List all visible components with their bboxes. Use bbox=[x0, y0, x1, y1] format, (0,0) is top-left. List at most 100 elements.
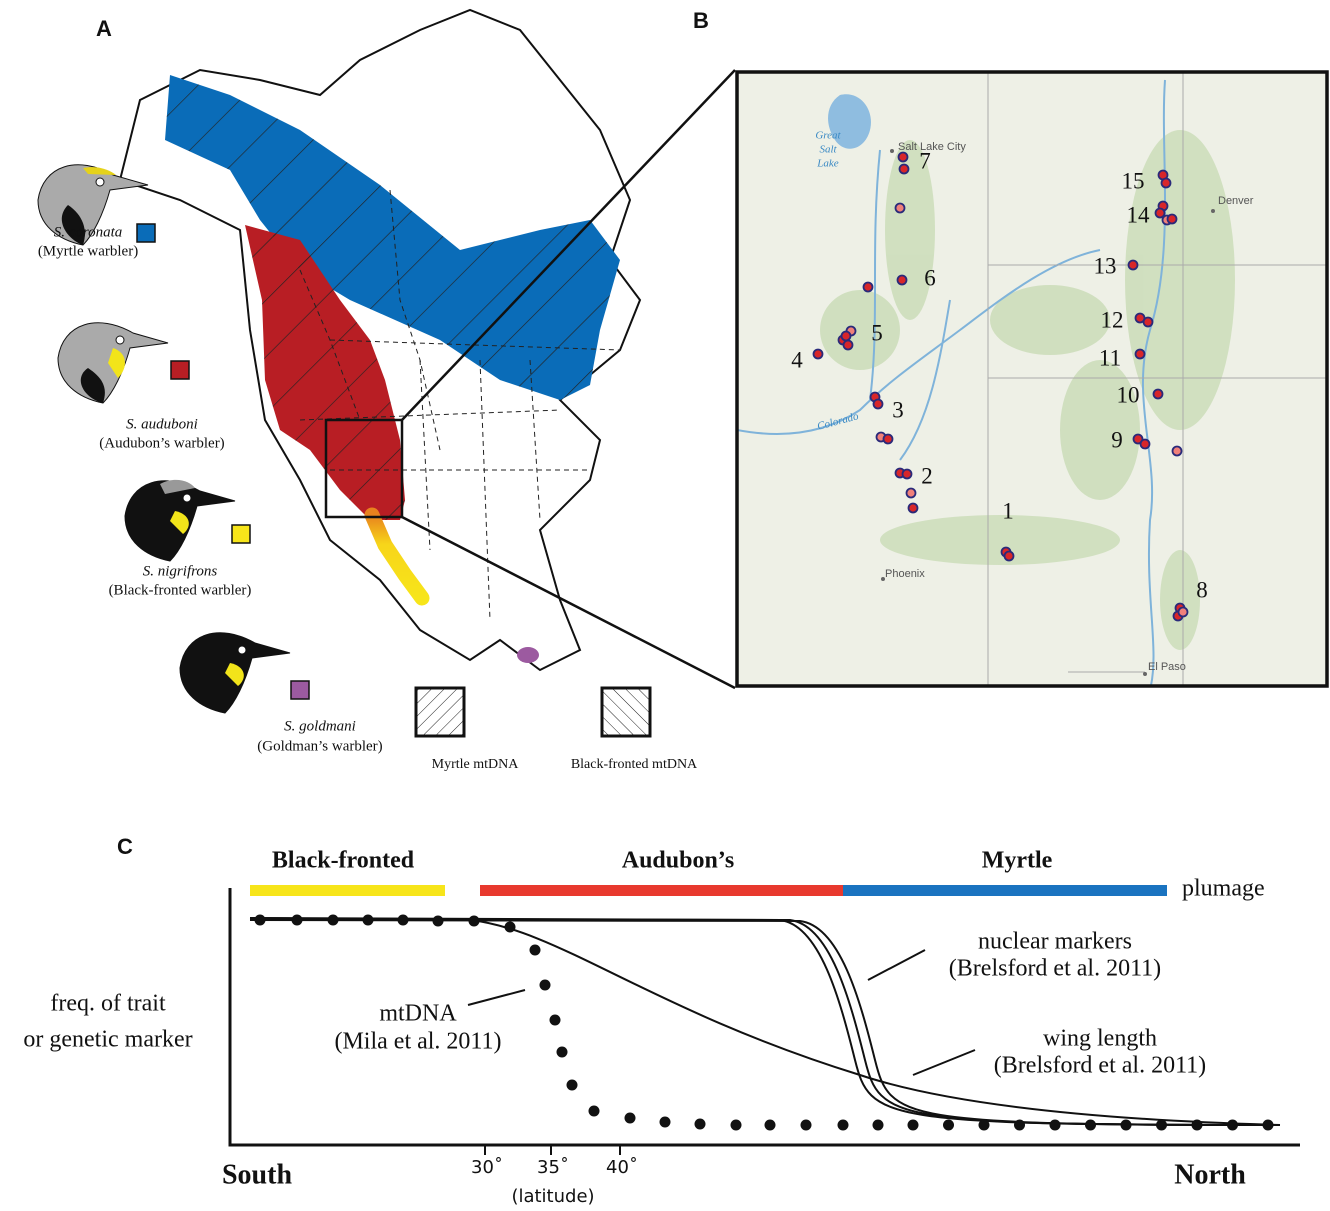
site-point bbox=[1154, 390, 1163, 399]
site-label: 2 bbox=[921, 463, 933, 488]
mtdna-dot bbox=[625, 1113, 636, 1124]
mtdna-dot bbox=[1085, 1120, 1096, 1131]
annotation: wing length bbox=[1043, 1026, 1157, 1052]
mtdna-dot bbox=[550, 1015, 561, 1026]
annotation: (Brelsford et al. 2011) bbox=[994, 1053, 1206, 1079]
lake-label: Lake bbox=[816, 158, 839, 170]
site-point bbox=[1156, 209, 1165, 218]
mtdna-dot bbox=[1050, 1120, 1061, 1131]
mtdna-dot bbox=[1227, 1120, 1238, 1131]
city-label: Denver bbox=[1218, 195, 1254, 207]
mtdna-dot bbox=[731, 1120, 742, 1131]
mtdna-dot bbox=[801, 1120, 812, 1131]
mtdna-dot bbox=[292, 915, 303, 926]
site-label: 7 bbox=[919, 148, 931, 173]
mtdna-dot bbox=[1156, 1120, 1167, 1131]
mtdna-dot bbox=[1192, 1120, 1203, 1131]
latitude-tick: 35˚ bbox=[537, 1157, 569, 1178]
annotation: nuclear markers bbox=[978, 929, 1132, 955]
mtdna-dot bbox=[255, 915, 266, 926]
mtdna-dot bbox=[540, 980, 551, 991]
site-label: 8 bbox=[1196, 577, 1208, 602]
site-point bbox=[1136, 350, 1145, 359]
site-point bbox=[907, 489, 916, 498]
annotation: (Mila et al. 2011) bbox=[334, 1029, 501, 1055]
site-point bbox=[1005, 552, 1014, 561]
site-label: 3 bbox=[892, 397, 904, 422]
annotation: mtDNA bbox=[379, 1001, 457, 1027]
figure: A S. coronata (Myrtle warbler) S. audubo… bbox=[0, 0, 1330, 1211]
species-name: S. goldmani bbox=[284, 718, 356, 734]
site-point bbox=[896, 204, 905, 213]
mtdna-dot bbox=[695, 1119, 706, 1130]
city-label: El Paso bbox=[1148, 661, 1186, 673]
lake-label: Great bbox=[815, 130, 841, 142]
site-point bbox=[909, 504, 918, 513]
mtdna-dot bbox=[1263, 1120, 1274, 1131]
latitude-label: (latitude) bbox=[511, 1186, 594, 1207]
latitude-tick: 30˚ bbox=[471, 1157, 503, 1178]
site-label: 11 bbox=[1099, 345, 1121, 370]
common-name: (Audubon’s warbler) bbox=[99, 435, 224, 451]
x-axis-label: South bbox=[222, 1159, 292, 1190]
mtdna-dot bbox=[1014, 1120, 1025, 1131]
panel-label: B bbox=[693, 8, 709, 33]
plumage-label: plumage bbox=[1182, 876, 1265, 902]
species-name: S. auduboni bbox=[126, 416, 198, 432]
mtdna-dot bbox=[398, 915, 409, 926]
site-point bbox=[903, 470, 912, 479]
site-point bbox=[1129, 261, 1138, 270]
site-point bbox=[844, 341, 853, 350]
lake-label: Salt bbox=[819, 144, 837, 156]
site-point bbox=[1168, 215, 1177, 224]
site-label: 13 bbox=[1094, 253, 1117, 278]
mtdna-dot bbox=[557, 1047, 568, 1058]
site-point bbox=[1179, 608, 1188, 617]
plumage-group: Black-fronted bbox=[272, 848, 415, 874]
species-name: S. nigrifrons bbox=[143, 563, 218, 579]
mtdna-dot bbox=[979, 1120, 990, 1131]
mtdna-dot bbox=[363, 915, 374, 926]
site-label: 15 bbox=[1122, 168, 1145, 193]
mtdna-dot bbox=[328, 915, 339, 926]
site-point bbox=[1173, 447, 1182, 456]
site-point bbox=[884, 435, 893, 444]
site-point bbox=[900, 165, 909, 174]
mtdna-dot bbox=[908, 1120, 919, 1131]
site-label: 9 bbox=[1111, 427, 1123, 452]
mtdna-dot bbox=[469, 916, 480, 927]
latitude-tick: 40˚ bbox=[606, 1157, 638, 1178]
site-point bbox=[1141, 440, 1150, 449]
panel-label: A bbox=[96, 16, 112, 41]
plumage-group: Myrtle bbox=[982, 848, 1053, 874]
site-label: 14 bbox=[1127, 202, 1151, 227]
mtdna-dot bbox=[660, 1117, 671, 1128]
legend-label: Black-fronted mtDNA bbox=[571, 757, 698, 772]
panel-label: C bbox=[117, 834, 133, 859]
legend-label: Myrtle mtDNA bbox=[432, 757, 520, 772]
site-label: 10 bbox=[1117, 382, 1140, 407]
plumage-group: Audubon’s bbox=[622, 848, 735, 874]
common-name: (Myrtle warbler) bbox=[38, 243, 138, 259]
site-point bbox=[864, 283, 873, 292]
site-point bbox=[814, 350, 823, 359]
site-label: 12 bbox=[1101, 307, 1124, 332]
site-label: 5 bbox=[871, 320, 883, 345]
city-label: Salt Lake City bbox=[898, 141, 966, 153]
y-axis-label: or genetic marker bbox=[23, 1027, 192, 1053]
site-point bbox=[842, 332, 851, 341]
annotation: (Brelsford et al. 2011) bbox=[949, 956, 1161, 982]
mtdna-dot bbox=[530, 945, 541, 956]
site-label: 6 bbox=[924, 265, 936, 290]
x-axis-label: North bbox=[1174, 1159, 1246, 1190]
site-point bbox=[898, 276, 907, 285]
site-point bbox=[1162, 179, 1171, 188]
site-point bbox=[899, 153, 908, 162]
mtdna-dot bbox=[1121, 1120, 1132, 1131]
mtdna-dot bbox=[433, 916, 444, 927]
site-label: 1 bbox=[1002, 498, 1014, 523]
mtdna-dot bbox=[838, 1120, 849, 1131]
mtdna-dot bbox=[943, 1120, 954, 1131]
mtdna-dot bbox=[589, 1106, 600, 1117]
common-name: (Black-fronted warbler) bbox=[109, 582, 252, 598]
